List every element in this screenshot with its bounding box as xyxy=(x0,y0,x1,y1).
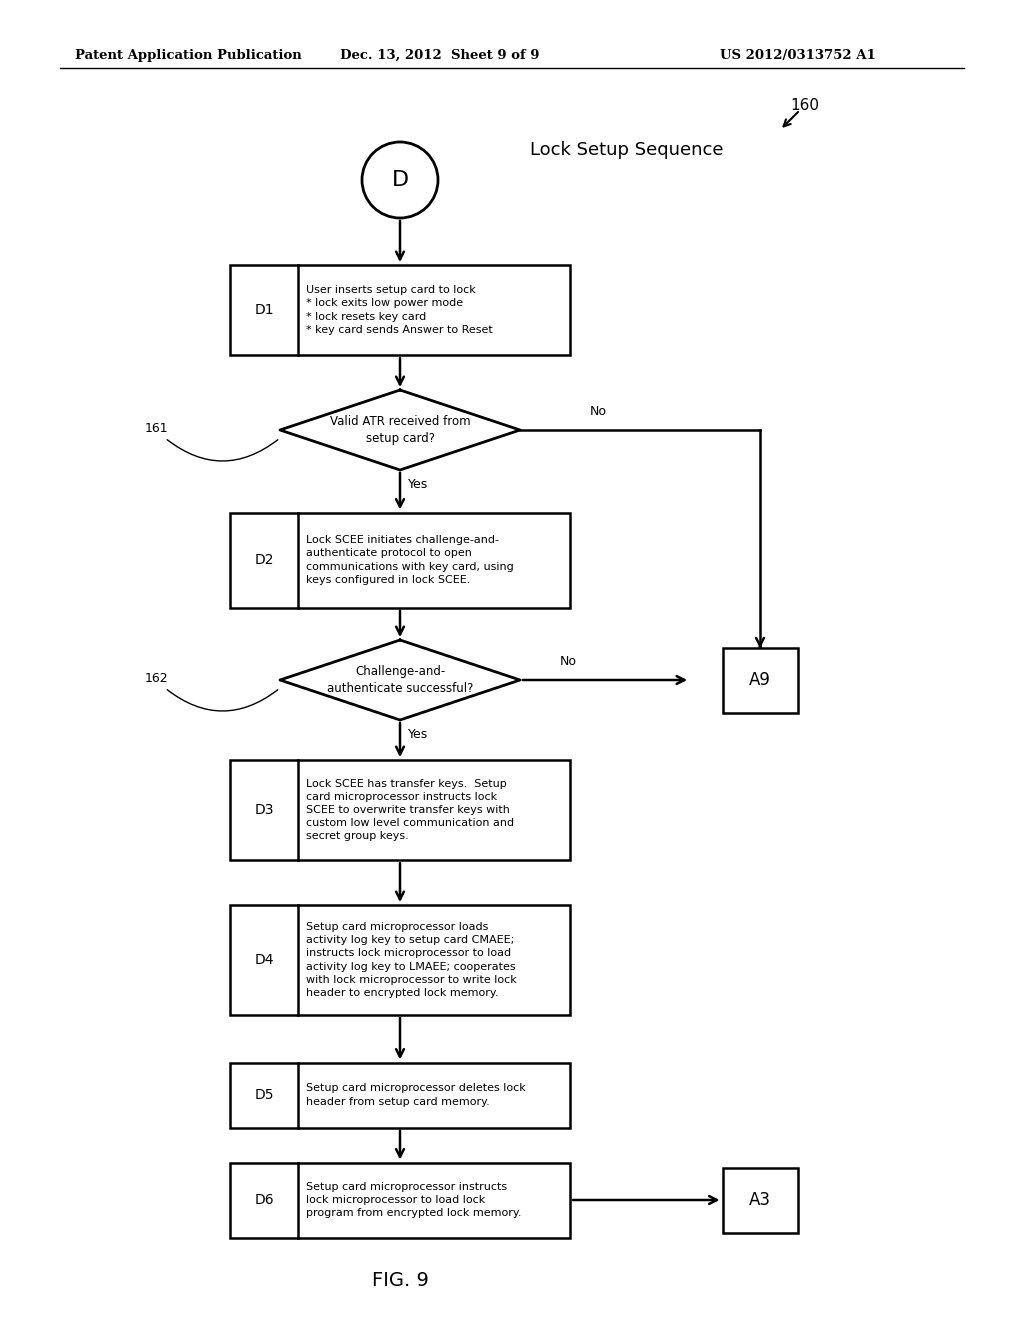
Text: A3: A3 xyxy=(749,1191,771,1209)
Text: Yes: Yes xyxy=(408,729,428,741)
FancyArrowPatch shape xyxy=(167,690,278,711)
Text: 162: 162 xyxy=(145,672,169,685)
Text: No: No xyxy=(590,405,607,418)
Text: US 2012/0313752 A1: US 2012/0313752 A1 xyxy=(720,49,876,62)
Text: A9: A9 xyxy=(750,671,771,689)
Text: Lock Setup Sequence: Lock Setup Sequence xyxy=(530,141,724,158)
Text: D4: D4 xyxy=(254,953,273,968)
Text: Setup card microprocessor deletes lock
header from setup card memory.: Setup card microprocessor deletes lock h… xyxy=(306,1084,525,1106)
Text: D6: D6 xyxy=(254,1193,273,1206)
Bar xyxy=(723,1167,798,1233)
Bar xyxy=(230,1163,570,1238)
Text: Challenge-and-
authenticate successful?: Challenge-and- authenticate successful? xyxy=(327,665,473,696)
Text: Patent Application Publication: Patent Application Publication xyxy=(75,49,302,62)
Bar xyxy=(230,265,570,355)
Bar xyxy=(230,906,570,1015)
Text: Setup card microprocessor loads
activity log key to setup card CMAEE;
instructs : Setup card microprocessor loads activity… xyxy=(306,921,517,998)
Text: Lock SCEE has transfer keys.  Setup
card microprocessor instructs lock
SCEE to o: Lock SCEE has transfer keys. Setup card … xyxy=(306,779,514,841)
Text: D2: D2 xyxy=(254,553,273,568)
Text: D3: D3 xyxy=(254,803,273,817)
Text: FIG. 9: FIG. 9 xyxy=(372,1270,428,1290)
Text: D5: D5 xyxy=(254,1088,273,1102)
Text: Yes: Yes xyxy=(408,478,428,491)
Bar xyxy=(230,512,570,607)
Text: Lock SCEE initiates challenge-and-
authenticate protocol to open
communications : Lock SCEE initiates challenge-and- authe… xyxy=(306,535,514,585)
Bar xyxy=(723,648,798,713)
Text: Setup card microprocessor instructs
lock microprocessor to load lock
program fro: Setup card microprocessor instructs lock… xyxy=(306,1181,521,1218)
Text: 160: 160 xyxy=(790,98,819,112)
Text: Valid ATR received from
setup card?: Valid ATR received from setup card? xyxy=(330,414,470,445)
Text: D: D xyxy=(391,170,409,190)
Text: User inserts setup card to lock
* lock exits low power mode
* lock resets key ca: User inserts setup card to lock * lock e… xyxy=(306,285,493,335)
Text: 161: 161 xyxy=(145,421,169,434)
FancyArrowPatch shape xyxy=(167,440,278,461)
Text: Dec. 13, 2012  Sheet 9 of 9: Dec. 13, 2012 Sheet 9 of 9 xyxy=(340,49,540,62)
Polygon shape xyxy=(280,389,520,470)
Polygon shape xyxy=(280,640,520,719)
Bar xyxy=(230,1063,570,1127)
Text: D1: D1 xyxy=(254,304,273,317)
Bar xyxy=(230,760,570,861)
Text: No: No xyxy=(560,655,577,668)
